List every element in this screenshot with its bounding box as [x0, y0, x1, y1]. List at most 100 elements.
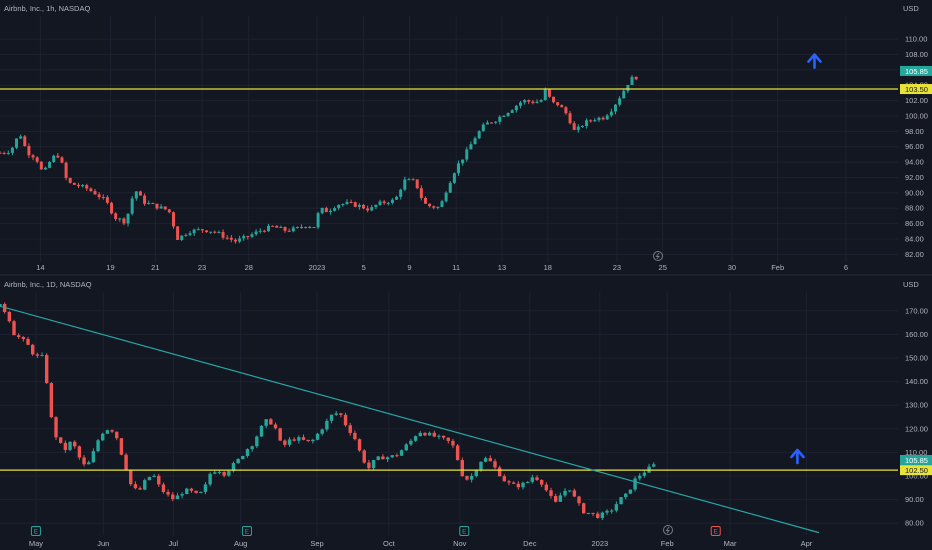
earnings-event-marker[interactable] [710, 526, 721, 536]
candle-body [188, 233, 192, 235]
bottom-chart-title: Airbnb, Inc., 1D, NASDAQ [4, 280, 92, 289]
bottom-candles [0, 302, 656, 521]
candle-body [96, 440, 100, 452]
candle-body [129, 469, 133, 485]
candle-body [101, 197, 105, 199]
candle-body [370, 207, 374, 211]
time-tick-label: Feb [771, 263, 784, 272]
time-tick-label: Nov [453, 539, 467, 548]
time-tick-label: 19 [106, 263, 114, 272]
candle-body [348, 425, 352, 433]
time-tick-label: Mar [724, 539, 737, 548]
bottom-time-axis[interactable]: May Jun Jul Aug Sep Oct Nov Dec 2023 Feb Mar Apr [29, 539, 813, 548]
candle-body [176, 226, 180, 240]
candle-body [339, 413, 343, 415]
candle-body [553, 495, 558, 502]
candle-body [320, 207, 324, 214]
bottom-price-axis[interactable]: 80.00 90.00 100.00 110.00 120.00 130.00 140.00… [900, 306, 932, 528]
candle-body [535, 101, 539, 104]
candle-body [250, 446, 254, 450]
candle-body [221, 232, 225, 238]
time-tick-label: Dec [523, 539, 537, 548]
candle-body [93, 191, 97, 195]
candle-body [558, 495, 563, 502]
time-tick-label: 2023 [592, 539, 609, 548]
price-tick-label: 100.00 [905, 111, 928, 120]
candle-body [56, 155, 60, 158]
last-price-label: 105.85 [905, 456, 928, 465]
candle-body [40, 355, 44, 357]
candle-body [479, 461, 483, 471]
candle-body [105, 197, 109, 203]
up-arrow-icon[interactable] [790, 448, 805, 465]
candle-body [535, 477, 539, 480]
price-tick-label: 84.00 [905, 234, 924, 243]
candle-body [122, 218, 126, 224]
lightning-icon[interactable] [653, 251, 663, 261]
candle-body [418, 432, 422, 437]
candle-body [73, 441, 77, 447]
candle-body [2, 152, 6, 154]
top-price-axis[interactable]: 82.00 84.00 86.00 88.00 90.00 92.00 94.00 96.00… [900, 35, 932, 259]
candle-body [283, 227, 287, 231]
lightning-icon[interactable] [663, 525, 673, 535]
candle-body [605, 115, 609, 120]
candle-body [16, 335, 21, 338]
candle-body [613, 104, 617, 112]
candle-body [572, 123, 576, 130]
candle-body [567, 490, 572, 492]
candle-body [0, 303, 2, 307]
candle-body [89, 188, 93, 192]
candle-body [498, 116, 502, 122]
earnings-event-label: E [714, 529, 719, 536]
candle-body [87, 462, 91, 465]
candle-body [262, 230, 266, 232]
candle-body [35, 157, 39, 162]
top-chart-pane[interactable]: Airbnb, Inc., 1h, NASDAQ USD 82.0084.008… [0, 4, 932, 272]
candle-body [227, 471, 231, 476]
candle-body [432, 432, 436, 437]
candle-body [419, 188, 423, 199]
candle-body [404, 444, 408, 451]
candle-body [605, 510, 609, 513]
candle-body [278, 428, 282, 441]
candle-body [382, 201, 386, 204]
candle-body [488, 458, 493, 462]
candle-body [511, 482, 516, 484]
candle-body [311, 439, 315, 442]
time-tick-label: 25 [659, 263, 667, 272]
candle-body [516, 483, 521, 488]
trendline[interactable] [0, 305, 820, 534]
earnings-event-marker[interactable] [459, 526, 470, 536]
time-tick-label: 28 [245, 263, 253, 272]
candle-body [31, 155, 35, 158]
candle-body [386, 202, 390, 204]
price-tick-label: 102.00 [905, 96, 928, 105]
candle-body [601, 117, 605, 120]
candle-body [343, 414, 348, 426]
top-time-axis[interactable]: 14 19 21 23 28 2023 5 9 11 13 18 23 25 30 Feb 6 [36, 263, 848, 272]
candle-body [328, 210, 332, 213]
candle-body [7, 311, 12, 322]
price-tick-label: 88.00 [905, 204, 924, 213]
candle-body [68, 178, 72, 183]
time-tick-label: 9 [407, 263, 411, 272]
earnings-event-marker[interactable] [241, 526, 252, 536]
price-tick-label: 86.00 [905, 219, 924, 228]
candle-body [436, 206, 440, 208]
candle-body [180, 235, 184, 240]
up-arrow-icon[interactable] [807, 53, 822, 69]
price-tick-label: 170.00 [905, 306, 928, 315]
candle-body [371, 459, 376, 469]
candle-body [349, 201, 353, 203]
earnings-event-marker[interactable] [30, 526, 41, 536]
candle-body [105, 430, 110, 434]
candle-body [81, 185, 85, 187]
bottom-chart-pane[interactable]: Airbnb, Inc., 1D, NASDAQ USD E E E E 80.00 9… [0, 280, 932, 548]
candle-body [217, 232, 221, 234]
candle-body [203, 484, 208, 492]
bottom-currency-label: USD [903, 280, 919, 289]
candle-body [576, 126, 580, 130]
price-tick-label: 130.00 [905, 401, 928, 410]
